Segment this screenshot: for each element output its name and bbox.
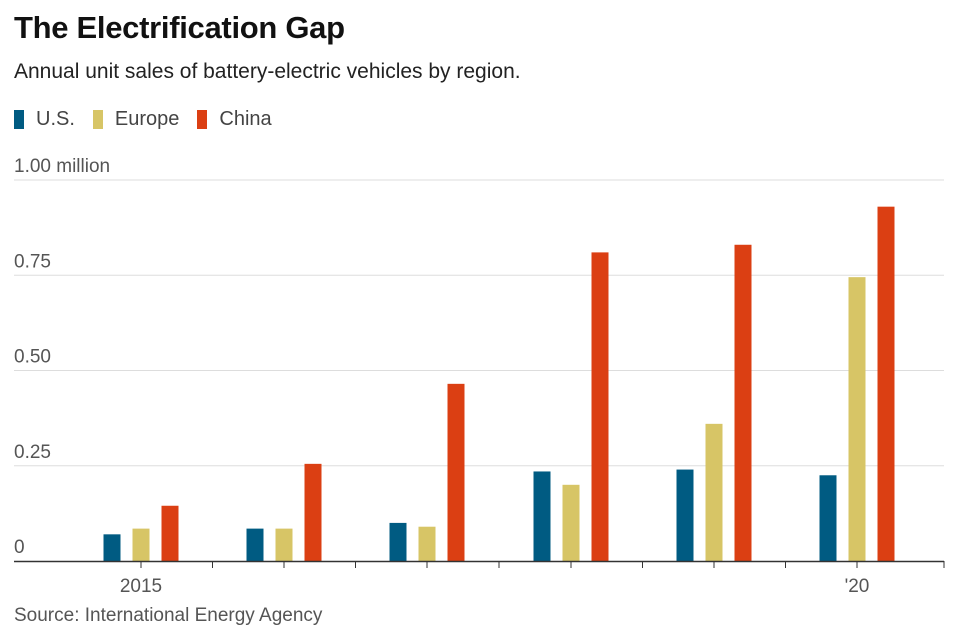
bar-us-2018: [533, 471, 551, 561]
x-tick-label: '20: [845, 576, 870, 597]
bar-china-2018: [591, 252, 609, 561]
chart-subtitle: Annual unit sales of battery-electric ve…: [14, 60, 521, 83]
legend-label-europe: Europe: [114, 108, 180, 130]
y-tick-label: 1.00 million: [14, 156, 110, 177]
bar-europe-2016: [275, 528, 293, 561]
legend-label-china: China: [219, 108, 272, 130]
bar-us-2015: [103, 534, 121, 561]
bar-us-2020: [819, 475, 837, 561]
bar-us-2016: [246, 528, 264, 561]
legend-item-china: China: [197, 108, 272, 131]
bar-europe-2017: [418, 526, 436, 561]
chart-title: The Electrification Gap: [14, 10, 345, 45]
bar-us-2017: [389, 522, 407, 561]
legend-swatch-us: [14, 110, 24, 129]
y-tick-label: 0.50: [14, 347, 51, 368]
source-note: Source: International Energy Agency: [14, 605, 323, 626]
bar-china-2016: [304, 463, 322, 561]
legend-label-us: U.S.: [36, 108, 75, 130]
legend-swatch-europe: [92, 110, 103, 129]
legend-item-europe: Europe: [92, 108, 180, 131]
y-tick-label: 0.75: [14, 251, 51, 272]
x-tick-label: 2015: [120, 576, 162, 597]
bar-china-2015: [161, 505, 179, 561]
bar-europe-2015: [132, 528, 150, 561]
legend-swatch-china: [197, 110, 208, 129]
bar-us-2019: [676, 469, 694, 561]
bar-europe-2018: [562, 484, 580, 561]
y-tick-label: 0: [14, 537, 25, 558]
bar-china-2017: [447, 383, 465, 561]
legend-item-us: U.S.: [14, 108, 75, 131]
y-tick-label: 0.25: [14, 442, 51, 463]
bar-china-2020: [877, 206, 895, 562]
legend: U.S. Europe China: [14, 108, 290, 131]
bar-china-2019: [734, 244, 752, 561]
bar-europe-2020: [848, 277, 866, 561]
bar-europe-2019: [705, 423, 723, 561]
